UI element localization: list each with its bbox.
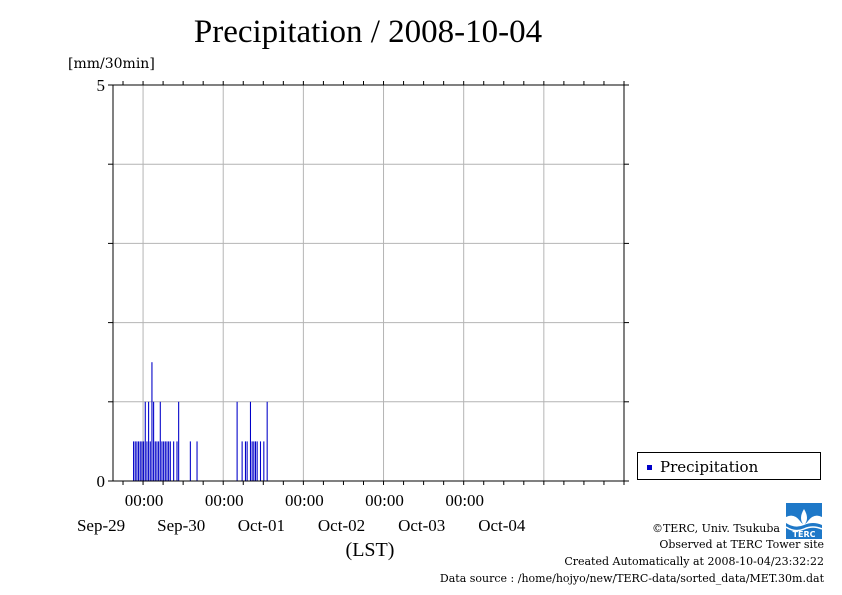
precipitation-bar xyxy=(266,401,268,481)
precipitation-bar xyxy=(141,441,143,481)
precipitation-bar xyxy=(173,441,175,481)
precipitation-bar xyxy=(168,441,170,481)
precipitation-bar xyxy=(133,441,135,481)
precipitation-bar xyxy=(161,441,163,481)
precipitation-bar xyxy=(241,441,243,481)
logo-text: TERC xyxy=(793,530,816,539)
precipitation-bar xyxy=(156,441,158,481)
precipitation-bar xyxy=(139,441,141,481)
precipitation-bar xyxy=(138,441,140,481)
precipitation-bars xyxy=(133,362,268,481)
precipitation-bar xyxy=(143,441,145,481)
precipitation-bar xyxy=(134,441,136,481)
data-source-text: Data source : /home/hojyo/new/TERC-data/… xyxy=(439,572,824,585)
x-tick-time-label: 00:00 xyxy=(205,491,244,510)
precipitation-bar xyxy=(159,401,161,481)
x-tick-date-label: Oct-04 xyxy=(478,516,526,535)
x-tick-time-label: 00:00 xyxy=(445,491,484,510)
x-tick-time-label: 00:00 xyxy=(285,491,324,510)
precipitation-bar xyxy=(178,401,180,481)
y-tick-label: 5 xyxy=(97,76,106,95)
gridlines xyxy=(113,85,624,481)
x-axis-label: (LST) xyxy=(346,539,395,561)
legend-swatch xyxy=(647,465,652,470)
precipitation-bar xyxy=(136,441,138,481)
precipitation-bar xyxy=(251,441,253,481)
observation-site-text: Observed at TERC Tower site xyxy=(659,538,824,551)
precipitation-bar xyxy=(169,441,171,481)
plot-frame xyxy=(112,84,625,482)
precipitation-bar xyxy=(196,441,198,481)
precipitation-bar xyxy=(144,401,146,481)
x-tick-date-label: Sep-30 xyxy=(157,516,205,535)
precipitation-bar xyxy=(153,401,155,481)
precipitation-bar xyxy=(259,441,262,481)
plot-axes xyxy=(108,81,629,485)
precipitation-bar xyxy=(146,441,148,481)
precipitation-bar xyxy=(176,441,178,481)
precipitation-bar xyxy=(254,441,257,481)
precipitation-bar xyxy=(263,441,265,481)
precipitation-bar xyxy=(158,441,160,481)
precipitation-bar xyxy=(256,441,258,481)
precipitation-bar xyxy=(151,362,153,481)
precipitation-bar xyxy=(154,441,156,481)
precipitation-bar xyxy=(189,441,191,481)
precipitation-bar xyxy=(149,441,151,481)
y-axis-unit-label: [mm/30min] xyxy=(68,56,155,72)
x-tick-time-label: 00:00 xyxy=(365,491,404,510)
x-tick-date-label: Oct-02 xyxy=(318,516,365,535)
precipitation-bar xyxy=(244,441,246,481)
x-tick-time-label: 00:00 xyxy=(125,491,164,510)
terc-logo-icon: TERC xyxy=(786,503,822,539)
chart-title: Precipitation / 2008-10-04 xyxy=(193,14,543,50)
created-timestamp-text: Created Automatically at 2008-10-04/23:3… xyxy=(564,555,824,568)
precipitation-bar xyxy=(246,441,248,481)
precipitation-bar xyxy=(236,401,238,481)
precipitation-bar xyxy=(163,441,165,481)
y-tick-label: 0 xyxy=(97,472,106,491)
precipitation-bar xyxy=(249,401,252,481)
legend-label: Precipitation xyxy=(660,458,759,476)
precipitation-bar xyxy=(253,441,255,481)
x-tick-date-label: Oct-01 xyxy=(238,516,285,535)
precipitation-bar xyxy=(148,401,150,481)
axis-tick-labels: 0500:00Sep-2900:00Sep-3000:00Oct-0100:00… xyxy=(77,76,526,561)
precipitation-bar xyxy=(164,441,166,481)
legend: Precipitation xyxy=(637,452,821,480)
copyright-text: ©TERC, Univ. Tsukuba xyxy=(651,522,780,535)
x-tick-date-label: Oct-03 xyxy=(398,516,445,535)
x-tick-date-label: Sep-29 xyxy=(77,516,125,535)
precipitation-bar xyxy=(166,441,168,481)
